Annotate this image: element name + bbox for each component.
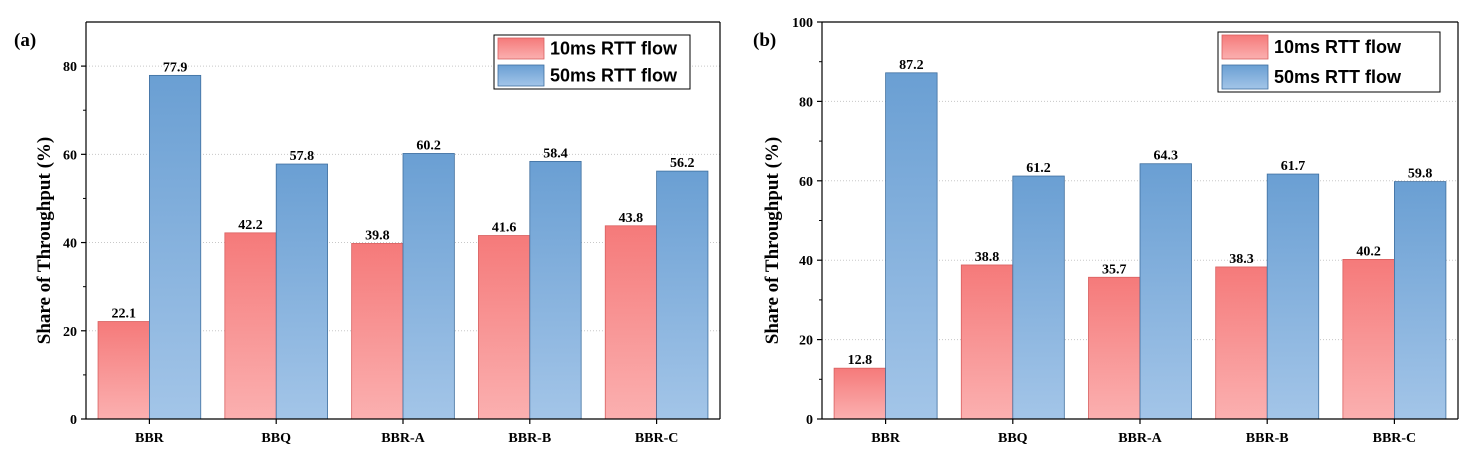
bar-rtt10-bbr-b bbox=[1215, 266, 1268, 420]
data-label: 61.7 bbox=[1281, 159, 1306, 174]
bar-rtt50-bbr bbox=[148, 74, 202, 420]
data-label: 41.6 bbox=[492, 220, 517, 235]
data-label: 77.9 bbox=[163, 60, 188, 75]
legend-label: 10ms RTT flow bbox=[550, 39, 678, 59]
y-axis-title: Share of Throughput (%) bbox=[762, 137, 783, 344]
category-label: BBQ bbox=[998, 431, 1028, 446]
legend-swatch-rtt50 bbox=[497, 64, 545, 87]
category-label: BBQ bbox=[261, 431, 291, 446]
legend: 10ms RTT flow 50ms RTT flow bbox=[1217, 31, 1441, 93]
data-label: 12.8 bbox=[848, 353, 873, 368]
panel-label: (b) bbox=[753, 30, 776, 51]
y-tick-label: 0 bbox=[806, 413, 813, 428]
data-label: 22.1 bbox=[111, 307, 136, 322]
bar-rtt50-bbr-c bbox=[656, 170, 709, 420]
category-label: BBR-A bbox=[381, 431, 425, 446]
legend-label: 10ms RTT flow bbox=[1274, 37, 1402, 57]
data-label: 56.2 bbox=[670, 156, 695, 171]
bar-rtt50-bbr-a bbox=[402, 153, 455, 420]
y-tick-label: 20 bbox=[799, 334, 813, 349]
bar-rtt50-bbr-b bbox=[529, 160, 582, 420]
bar-rtt50-bbr bbox=[885, 72, 938, 420]
data-label: 35.7 bbox=[1102, 262, 1127, 277]
y-tick-label: 40 bbox=[63, 237, 77, 252]
category-label: BBR-C bbox=[635, 431, 679, 446]
bar-rtt50-bbr-c bbox=[1394, 181, 1447, 420]
data-label: 38.3 bbox=[1229, 252, 1254, 267]
legend-swatch-rtt10 bbox=[497, 37, 545, 60]
bar-rtt10-bbr-b bbox=[478, 235, 531, 420]
y-tick-label: 20 bbox=[63, 325, 77, 340]
legend-swatch-rtt50 bbox=[1221, 64, 1269, 90]
data-label: 42.2 bbox=[238, 218, 263, 233]
legend: 10ms RTT flow 50ms RTT flow bbox=[493, 34, 691, 90]
y-tick-label: 60 bbox=[63, 148, 77, 163]
bar-rtt10-bbq bbox=[224, 232, 277, 420]
bar-rtt50-bbr-a bbox=[1139, 163, 1192, 420]
data-label: 87.2 bbox=[899, 58, 924, 73]
data-label: 38.8 bbox=[975, 250, 1000, 265]
y-tick-label: 80 bbox=[63, 60, 77, 75]
category-label: BBR bbox=[135, 431, 165, 446]
data-label: 58.4 bbox=[543, 146, 568, 161]
bar-rtt10-bbr-a bbox=[1088, 276, 1141, 420]
category-label: BBR-B bbox=[1246, 431, 1289, 446]
bar-rtt50-bbr-b bbox=[1266, 173, 1320, 420]
y-axis-title: Share of Throughput (%) bbox=[34, 137, 55, 344]
data-label: 40.2 bbox=[1356, 244, 1381, 259]
bar-rtt10-bbr-c bbox=[1342, 259, 1395, 420]
category-label: BBR-B bbox=[508, 431, 551, 446]
bar-rtt10-bbr bbox=[97, 321, 150, 420]
data-label: 39.8 bbox=[365, 228, 390, 243]
bar-rtt10-bbr-c bbox=[604, 225, 657, 420]
category-label: BBR-C bbox=[1373, 431, 1417, 446]
data-label: 61.2 bbox=[1026, 161, 1051, 176]
legend-swatch-rtt10 bbox=[1221, 34, 1269, 60]
chart-panel-a: 22.1 42.2 39.8 41.6 43.8 77.9 57.8 60.2 58.4 56.2… bbox=[14, 21, 721, 446]
data-label: 60.2 bbox=[416, 138, 441, 153]
panel-label: (a) bbox=[14, 30, 36, 51]
data-label: 57.8 bbox=[290, 149, 315, 164]
y-tick-label: 80 bbox=[799, 95, 813, 110]
legend-label: 50ms RTT flow bbox=[550, 66, 678, 86]
category-label: BBR-A bbox=[1118, 431, 1162, 446]
bar-rtt10-bbr-a bbox=[351, 243, 404, 420]
y-tick-label: 40 bbox=[799, 254, 813, 269]
bar-rtt50-bbq bbox=[1012, 175, 1065, 420]
legend-label: 50ms RTT flow bbox=[1274, 67, 1402, 87]
data-label: 43.8 bbox=[619, 211, 644, 226]
data-label: 64.3 bbox=[1154, 149, 1179, 164]
y-tick-label: 60 bbox=[799, 175, 813, 190]
bar-rtt50-bbq bbox=[275, 163, 328, 420]
y-tick-label: 0 bbox=[70, 413, 77, 428]
bar-rtt10-bbr bbox=[833, 367, 886, 420]
category-label: BBR bbox=[871, 431, 901, 446]
chart-panel-b: 12.8 38.8 35.7 38.3 40.2 87.2 61.2 64.3 61.7 59.8… bbox=[753, 16, 1459, 446]
bar-rtt10-bbq bbox=[960, 264, 1014, 420]
data-label: 59.8 bbox=[1408, 167, 1433, 182]
y-tick-label: 100 bbox=[792, 16, 813, 31]
